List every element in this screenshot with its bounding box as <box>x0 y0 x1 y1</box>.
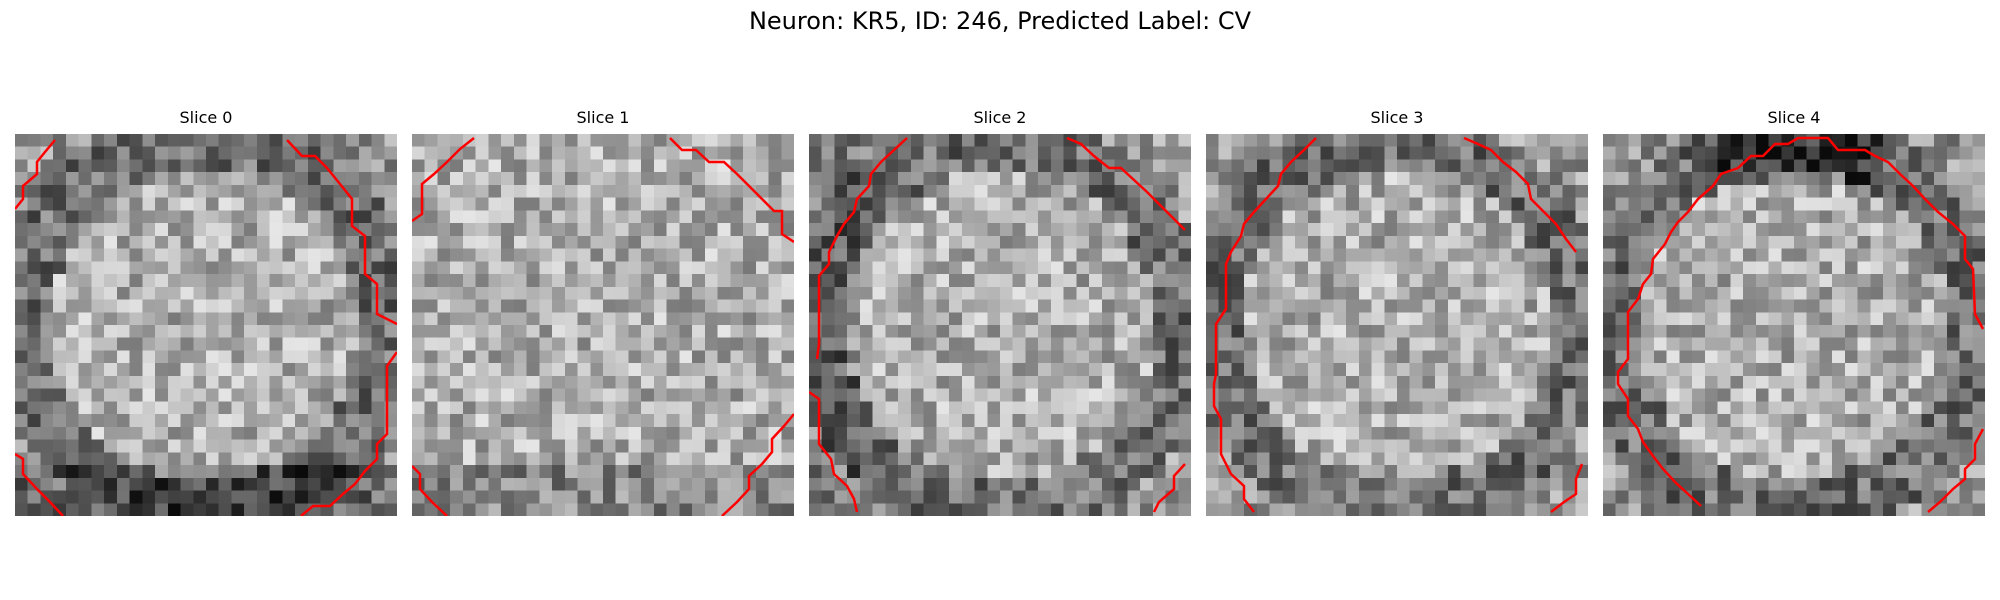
slice-panel-0: Slice 0 <box>15 108 397 516</box>
slice-image <box>15 134 397 516</box>
contour-line <box>1616 136 1985 507</box>
contour-line <box>15 139 56 210</box>
contour-line <box>669 137 794 244</box>
slice-title: Slice 3 <box>1370 108 1424 127</box>
slice-title: Slice 0 <box>179 108 233 127</box>
slice-image <box>1603 134 1985 516</box>
contour-line <box>815 137 908 360</box>
slice-title: Slice 2 <box>973 108 1027 127</box>
contour-overlay <box>809 136 1186 513</box>
slice-image <box>412 134 794 516</box>
contour-overlay <box>15 139 397 516</box>
contour-line <box>1066 136 1186 231</box>
slice-panel-4: Slice 4 <box>1603 108 1985 516</box>
slice-title: Slice 1 <box>576 108 630 127</box>
contour-line <box>1550 463 1584 513</box>
contour-line <box>300 351 397 516</box>
contour-line <box>1152 463 1186 513</box>
contour-line <box>1463 136 1577 253</box>
contour-line <box>412 137 475 223</box>
slice-panel-3: Slice 3 <box>1206 108 1588 516</box>
slice-image <box>1206 134 1588 516</box>
contour-overlay <box>1212 136 1584 513</box>
slice-image <box>809 134 1191 516</box>
contour-line <box>721 413 794 516</box>
slice-panel-2: Slice 2 <box>809 108 1191 516</box>
contour-line <box>1927 428 1985 513</box>
slice-title: Slice 4 <box>1767 108 1821 127</box>
contour-line <box>809 390 859 513</box>
figure-title: Neuron: KR5, ID: 246, Predicted Label: C… <box>748 7 1252 35</box>
contour-overlay <box>412 137 794 516</box>
contour-line <box>412 465 448 516</box>
slice-panel-1: Slice 1 <box>412 108 794 516</box>
contour-line <box>1212 137 1317 513</box>
contour-line <box>286 139 397 326</box>
contour-line <box>15 452 64 516</box>
contour-overlay <box>1616 136 1985 513</box>
